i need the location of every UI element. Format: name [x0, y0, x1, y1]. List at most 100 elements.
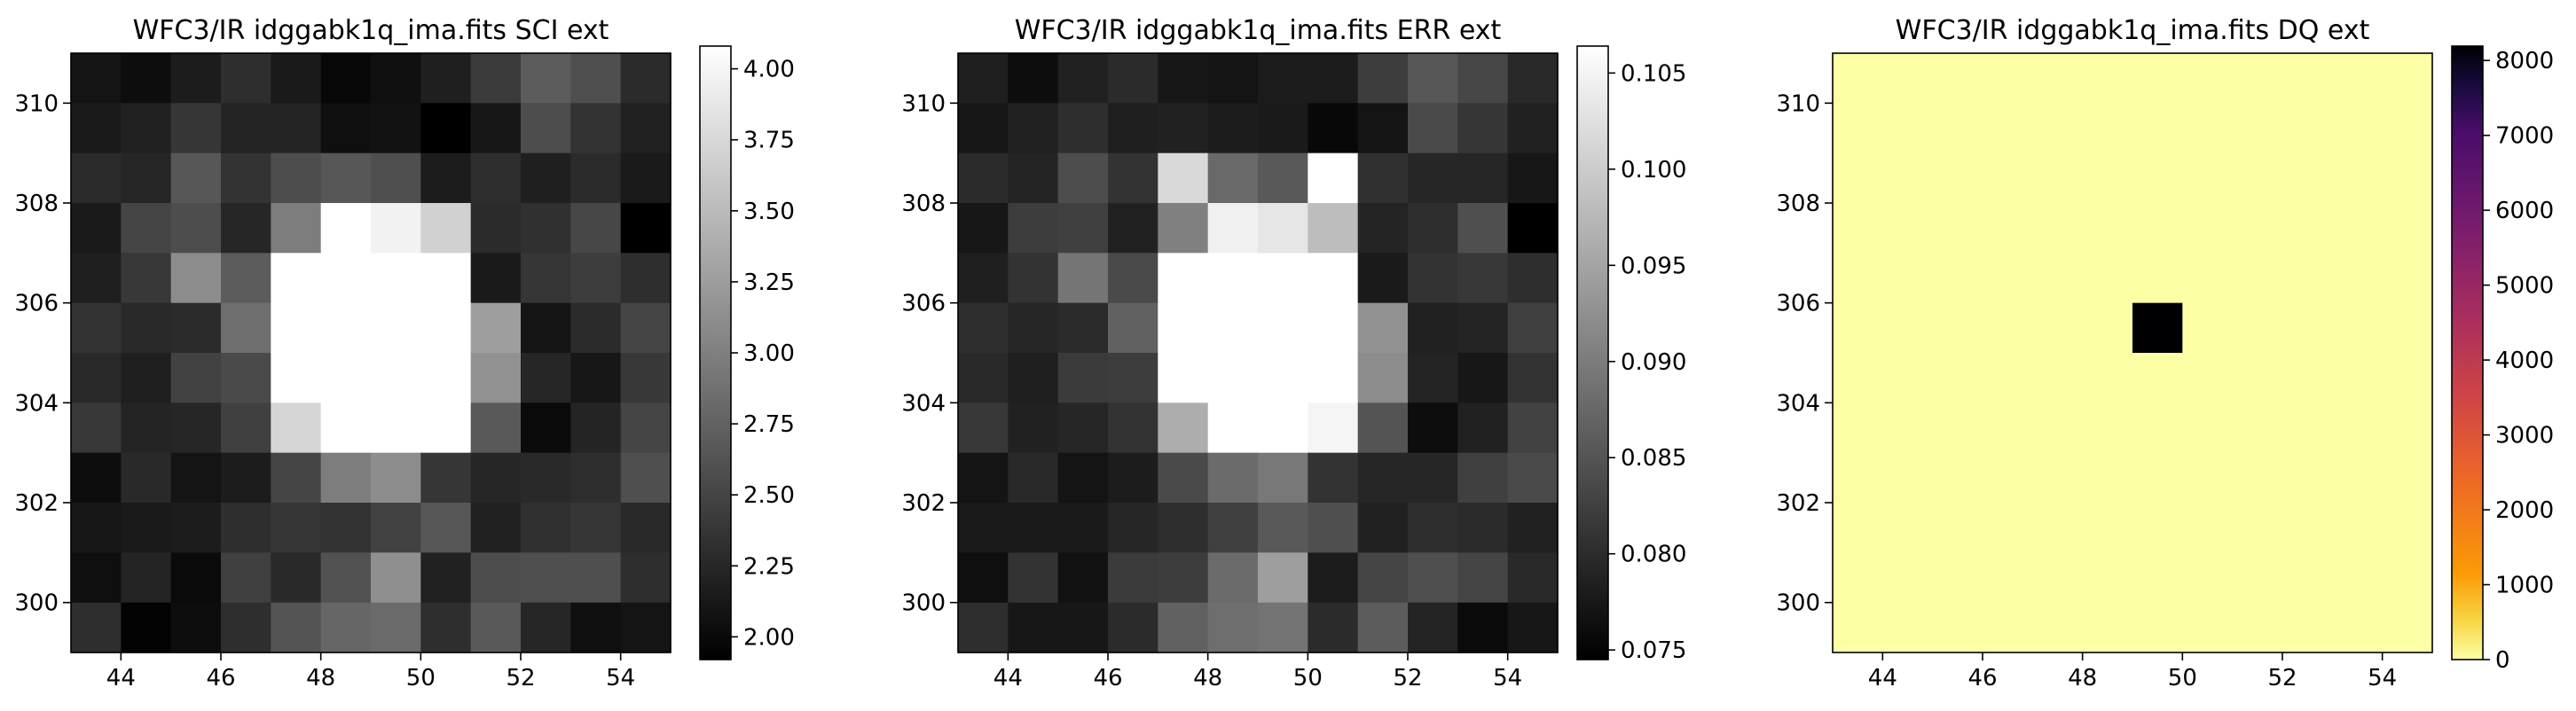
heatmap-cell: [420, 503, 472, 553]
heatmap-cell: [1108, 152, 1158, 204]
heatmap-cell: [1507, 503, 1559, 553]
heatmap-cell: [1308, 552, 1359, 604]
heatmap-cell: [1507, 53, 1559, 104]
y-tick-label: 306: [1776, 291, 1820, 317]
x-tick-label: 44: [1868, 665, 1897, 691]
colorbar-tick-label: 0.095: [1621, 253, 1686, 279]
heatmap-cell: [221, 602, 271, 653]
heatmap-cell: [620, 302, 671, 354]
x-tick-label: 52: [506, 665, 535, 691]
heatmap-cell: [371, 253, 421, 304]
heatmap-cell: [121, 103, 172, 154]
heatmap-cell: [1207, 602, 1259, 653]
heatmap-image: [71, 53, 671, 653]
heatmap-cell: [1308, 53, 1359, 104]
heatmap-cell: [1057, 452, 1109, 504]
heatmap-cell: [1207, 152, 1259, 204]
colorbar-tick-label: 7000: [2495, 123, 2554, 150]
heatmap-cell: [371, 402, 421, 454]
heatmap-cell: [1057, 302, 1109, 354]
y-tick-label: 300: [901, 590, 946, 617]
colorbar-tick-label: 4000: [2495, 348, 2554, 374]
heatmap-cell: [1408, 402, 1458, 454]
y-tick-label: 310: [901, 90, 946, 117]
heatmap-cell: [1408, 53, 1458, 104]
heatmap-cell: [1008, 152, 1059, 204]
heatmap-cell: [1457, 302, 1509, 354]
axes-frame: [1832, 52, 2433, 653]
heatmap-cell: [1357, 253, 1409, 304]
heatmap-cell: [320, 602, 372, 653]
x-tick-label: 44: [993, 665, 1023, 691]
heatmap-cell: [1108, 402, 1158, 454]
heatmap-cell: [271, 203, 322, 254]
heatmap-cell: [371, 602, 421, 653]
heatmap-cell: [470, 452, 522, 504]
heatmap-cell: [1308, 503, 1359, 553]
heatmap-cell: [1507, 302, 1559, 354]
heatmap-cell: [420, 203, 472, 254]
heatmap-cell: [1507, 152, 1559, 204]
heatmap-cell: [570, 402, 622, 454]
heatmap-cell: [1008, 452, 1059, 504]
heatmap-cell: [221, 53, 271, 104]
heatmap-cell: [221, 353, 271, 403]
heatmap-cell: [71, 302, 122, 354]
heatmap-cell: [570, 302, 622, 354]
colorbar-tick-label: 4.00: [743, 57, 795, 83]
x-tick-label: 46: [1093, 665, 1122, 691]
colorbar-tick-label: 3.00: [743, 340, 795, 367]
heatmap-cell: [1207, 53, 1259, 104]
heatmap-cell: [1008, 302, 1059, 354]
colorbar-tick-label: 3000: [2495, 423, 2554, 449]
x-tick-label: 54: [1493, 665, 1522, 691]
heatmap-cell: [1158, 353, 1209, 403]
heatmap-cell: [221, 452, 271, 504]
heatmap-cell: [221, 302, 271, 354]
heatmap-cell: [1507, 552, 1559, 604]
x-tick-label: 46: [206, 665, 235, 691]
y-tick-label: 308: [14, 191, 59, 217]
heatmap-cell: [1158, 152, 1209, 204]
heatmap-cell: [1507, 353, 1559, 403]
heatmap-cell: [1258, 402, 1308, 454]
heatmap-cell: [1158, 402, 1209, 454]
heatmap-cell: [570, 353, 622, 403]
heatmap-cell: [1258, 452, 1308, 504]
heatmap-cell: [1457, 203, 1509, 254]
heatmap-cell: [1408, 552, 1458, 604]
heatmap-cell: [1308, 452, 1359, 504]
heatmap-cell: [320, 452, 372, 504]
heatmap-cell: [1507, 203, 1559, 254]
panel-1: WFC3/IR idggabk1q_ima.fits SCI ext 44 46 48…: [14, 15, 795, 691]
heatmap-cell: [170, 152, 222, 204]
heatmap-cell: [521, 103, 571, 154]
colorbar-tick-label: 0.090: [1621, 349, 1686, 376]
heatmap-cell: [1457, 503, 1509, 553]
heatmap-cell: [620, 253, 671, 304]
heatmap-cell: [521, 203, 571, 254]
heatmap-cell: [1158, 503, 1209, 553]
heatmap-cell: [620, 152, 671, 204]
heatmap-cell: [221, 253, 271, 304]
heatmap-cell: [271, 302, 322, 354]
heatmap-cell: [1057, 602, 1109, 653]
heatmap-cell: [470, 503, 522, 553]
heatmap-cell: [1258, 253, 1308, 304]
heatmap-cell: [1008, 602, 1059, 653]
heatmap-cell: [1408, 452, 1458, 504]
axes-frame: [70, 52, 671, 653]
heatmap-cell: [521, 402, 571, 454]
heatmap-cell: [1108, 452, 1158, 504]
x-tick-label: 52: [1393, 665, 1422, 691]
heatmap-cell: [1308, 203, 1359, 254]
colorbar: [700, 46, 731, 660]
heatmap-cell: [521, 452, 571, 504]
heatmap-cell: [1258, 302, 1308, 354]
heatmap-cell: [1357, 503, 1409, 553]
heatmap-cell: [271, 53, 322, 104]
heatmap-cell: [1057, 353, 1109, 403]
heatmap-cell: [371, 503, 421, 553]
heatmap-cell: [1457, 452, 1509, 504]
heatmap-cell: [1408, 253, 1458, 304]
